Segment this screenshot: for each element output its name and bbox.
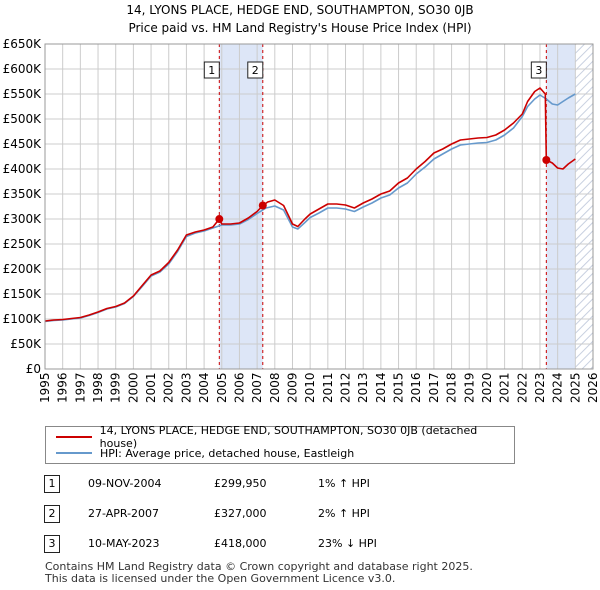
- x-tick-label: 2025: [568, 372, 582, 403]
- x-tick-label: 2004: [197, 372, 211, 403]
- transaction-row: 3 10-MAY-2023 £418,000 23% ↓ HPI: [0, 535, 600, 555]
- hatched-span: [575, 44, 593, 369]
- x-tick-label: 1996: [56, 372, 70, 403]
- x-tick-label: 2012: [339, 372, 353, 403]
- shaded-span: [219, 44, 263, 369]
- legend-item-hpi: HPI: Average price, detached house, East…: [56, 445, 354, 461]
- transaction-hpi-diff: 23% ↓ HPI: [318, 537, 377, 550]
- transaction-row: 2 27-APR-2007 £327,000 2% ↑ HPI: [0, 505, 600, 525]
- y-tick-label: £650K: [3, 37, 43, 51]
- x-tick-label: 2017: [427, 372, 441, 403]
- price-paid-line: [44, 87, 576, 322]
- transaction-label-box: [247, 61, 264, 79]
- transaction-price: £418,000: [214, 537, 267, 550]
- transaction-price: £327,000: [214, 507, 267, 520]
- x-tick-label: 2022: [515, 372, 529, 403]
- x-tick-label: 2016: [409, 372, 423, 403]
- y-tick-label: £50K: [10, 337, 42, 351]
- transaction-hpi-diff: 2% ↑ HPI: [318, 507, 370, 520]
- plot-frame: [44, 43, 594, 370]
- x-tick-label: 2024: [551, 372, 565, 403]
- transaction-date: 09-NOV-2004: [88, 477, 162, 490]
- x-tick-label: 2021: [498, 372, 512, 403]
- x-tick-label: 2002: [162, 372, 176, 403]
- footer-licence: This data is licensed under the Open Gov…: [45, 572, 396, 585]
- transaction-label: 2: [252, 64, 259, 77]
- transaction-point: [215, 215, 224, 224]
- transaction-label-box: [530, 61, 547, 79]
- transaction-date: 27-APR-2007: [88, 507, 160, 520]
- transaction-label: 3: [535, 64, 542, 77]
- transaction-hpi-diff: 1% ↑ HPI: [318, 477, 370, 490]
- legend-label-price: 14, LYONS PLACE, HEDGE END, SOUTHAMPTON,…: [99, 424, 478, 450]
- transaction-number-badge: 1: [44, 475, 60, 493]
- x-tick-label: 2015: [392, 372, 406, 403]
- chart-title-subtitle: Price paid vs. HM Land Registry's House …: [128, 21, 472, 35]
- x-tick-label: 2018: [445, 372, 459, 403]
- x-tick-label: 2000: [126, 372, 140, 403]
- x-tick-label: 1998: [91, 372, 105, 403]
- x-tick-label: 1995: [38, 372, 52, 403]
- x-tick-label: 2001: [144, 372, 158, 403]
- x-tick-label: 2011: [321, 372, 335, 403]
- shaded-span: [546, 44, 576, 369]
- transaction-point: [258, 201, 267, 210]
- y-tick-label: £550K: [3, 87, 43, 101]
- legend-label-hpi: HPI: Average price, detached house, East…: [100, 446, 355, 460]
- y-tick-label: £150K: [3, 287, 43, 301]
- footer-copyright: Contains HM Land Registry data © Crown c…: [45, 560, 473, 573]
- x-tick-label: 2013: [356, 372, 370, 403]
- y-tick-label: £450K: [3, 137, 43, 151]
- x-tick-label: 2006: [232, 372, 246, 403]
- x-tick-label: 2023: [533, 372, 547, 403]
- x-tick-label: 2005: [215, 372, 229, 403]
- x-tick-label: 2010: [303, 372, 317, 403]
- x-tick-label: 1999: [109, 372, 123, 403]
- y-tick-label: £600K: [3, 62, 43, 76]
- y-tick-label: £500K: [3, 112, 43, 126]
- transaction-row: 1 09-NOV-2004 £299,950 1% ↑ HPI: [0, 475, 600, 495]
- transaction-price: £299,950: [214, 477, 267, 490]
- x-tick-label: 2007: [250, 372, 264, 403]
- y-tick-label: £250K: [3, 237, 43, 251]
- x-tick-label: 2003: [179, 372, 193, 403]
- legend-item-price: 14, LYONS PLACE, HEDGE END, SOUTHAMPTON,…: [56, 424, 514, 450]
- transaction-label-box: [203, 61, 220, 79]
- y-tick-label: £300K: [3, 212, 43, 226]
- y-tick-label: £400K: [3, 162, 43, 176]
- y-tick-label: £100K: [3, 312, 43, 326]
- y-tick-label: £0: [26, 362, 41, 376]
- y-tick-label: £350K: [3, 187, 43, 201]
- y-tick-label: £200K: [3, 262, 43, 276]
- x-tick-label: 2020: [480, 372, 494, 403]
- x-tick-label: 2008: [268, 372, 282, 403]
- x-tick-label: 2009: [285, 372, 299, 403]
- transaction-label: 1: [208, 64, 215, 77]
- chart-title-address: 14, LYONS PLACE, HEDGE END, SOUTHAMPTON,…: [126, 3, 474, 17]
- legend-swatch-hpi: [56, 452, 92, 454]
- x-tick-label: 2026: [586, 372, 600, 403]
- x-tick-label: 1997: [73, 372, 87, 403]
- transaction-point: [542, 156, 551, 164]
- legend-swatch-price: [56, 436, 92, 438]
- x-tick-label: 2014: [374, 372, 388, 403]
- x-tick-label: 2019: [462, 372, 476, 403]
- transaction-number-badge: 3: [44, 535, 60, 553]
- chart-legend: 14, LYONS PLACE, HEDGE END, SOUTHAMPTON,…: [45, 424, 515, 464]
- transaction-date: 10-MAY-2023: [88, 537, 160, 550]
- transaction-number-badge: 2: [44, 505, 60, 523]
- price-chart: 1 2 3 £0 £50K £100K £150K £200K £250K £300K £350K…: [3, 37, 600, 403]
